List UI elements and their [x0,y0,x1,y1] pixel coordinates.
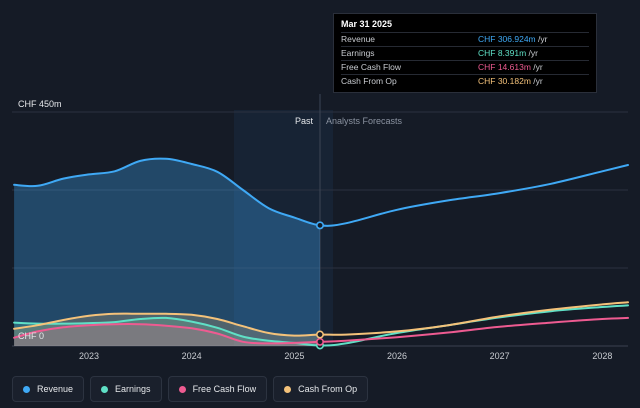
legend-label: Revenue [37,384,74,394]
cash-from-op-area [14,313,320,346]
axis-labels: CHF 450m CHF 0 2023 2024 2025 2026 2027 2028 Pas… [18,99,612,361]
y-axis-max-label: CHF 450m [18,99,62,109]
tooltip-unit: /yr [535,34,548,44]
earnings-dot-icon [101,385,109,393]
tooltip-unit: /yr [530,62,543,72]
free-cash-flow-line [13,316,629,345]
cash-from-op-dot-icon [284,385,292,393]
legend-item-free-cash-flow[interactable]: Free Cash Flow [167,376,268,402]
legend-item-cash-from-op[interactable]: Cash From Op [273,376,369,402]
tooltip-value: CHF 306.924m [478,34,536,44]
legend-label: Earnings [115,384,151,394]
tooltip-value: CHF 8.391m [478,48,527,58]
y-axis-min-label: CHF 0 [18,331,44,341]
free-cash-flow-marker [315,337,324,346]
tooltip: Mar 31 2025 Revenue CHF 306.924m /yr Ear… [333,13,597,93]
free-cash-flow-area [14,324,320,346]
tooltip-row-cash-from-op: Cash From Op CHF 30.182m /yr [341,74,589,88]
revenue-dot-icon [23,385,30,393]
x-tick-label: 2024 [182,351,202,361]
legend: Revenue Earnings Free Cash Flow Cash Fro… [12,376,369,402]
forecast-label: Analysts Forecasts [326,116,403,126]
x-tick-label: 2028 [592,351,612,361]
tooltip-row-revenue: Revenue CHF 306.924m /yr [341,32,589,46]
revenue-line [13,157,629,227]
tooltip-row-earnings: Earnings CHF 8.391m /yr [341,46,589,60]
cash-from-op-marker [315,330,324,339]
tooltip-value: CHF 14.613m [478,62,531,72]
revenue-area [14,158,320,346]
tooltip-label: Revenue [341,34,376,44]
tooltip-row-free-cash-flow: Free Cash Flow CHF 14.613m /yr [341,60,589,74]
x-tick-label: 2023 [79,351,99,361]
past-label: Past [295,116,314,126]
revenue-marker [315,221,324,230]
legend-label: Free Cash Flow [192,384,257,394]
past-highlight [234,110,333,346]
tooltip-label: Earnings [341,48,375,58]
tooltip-label: Cash From Op [341,76,397,86]
tooltip-label: Free Cash Flow [341,62,401,72]
x-tick-label: 2027 [490,351,510,361]
x-tick-label: 2025 [284,351,304,361]
tooltip-value: CHF 30.182m [478,76,531,86]
legend-item-revenue[interactable]: Revenue [12,376,85,402]
tooltip-date: Mar 31 2025 [341,19,393,29]
x-tick-label: 2026 [387,351,407,361]
tooltip-unit: /yr [530,76,543,86]
legend-item-earnings[interactable]: Earnings [90,376,162,402]
cash-from-op-line [13,301,629,337]
free-cash-flow-dot-icon [178,385,186,393]
legend-label: Cash From Op [298,384,358,394]
tooltip-unit: /yr [526,48,538,58]
series-lines [13,157,629,350]
